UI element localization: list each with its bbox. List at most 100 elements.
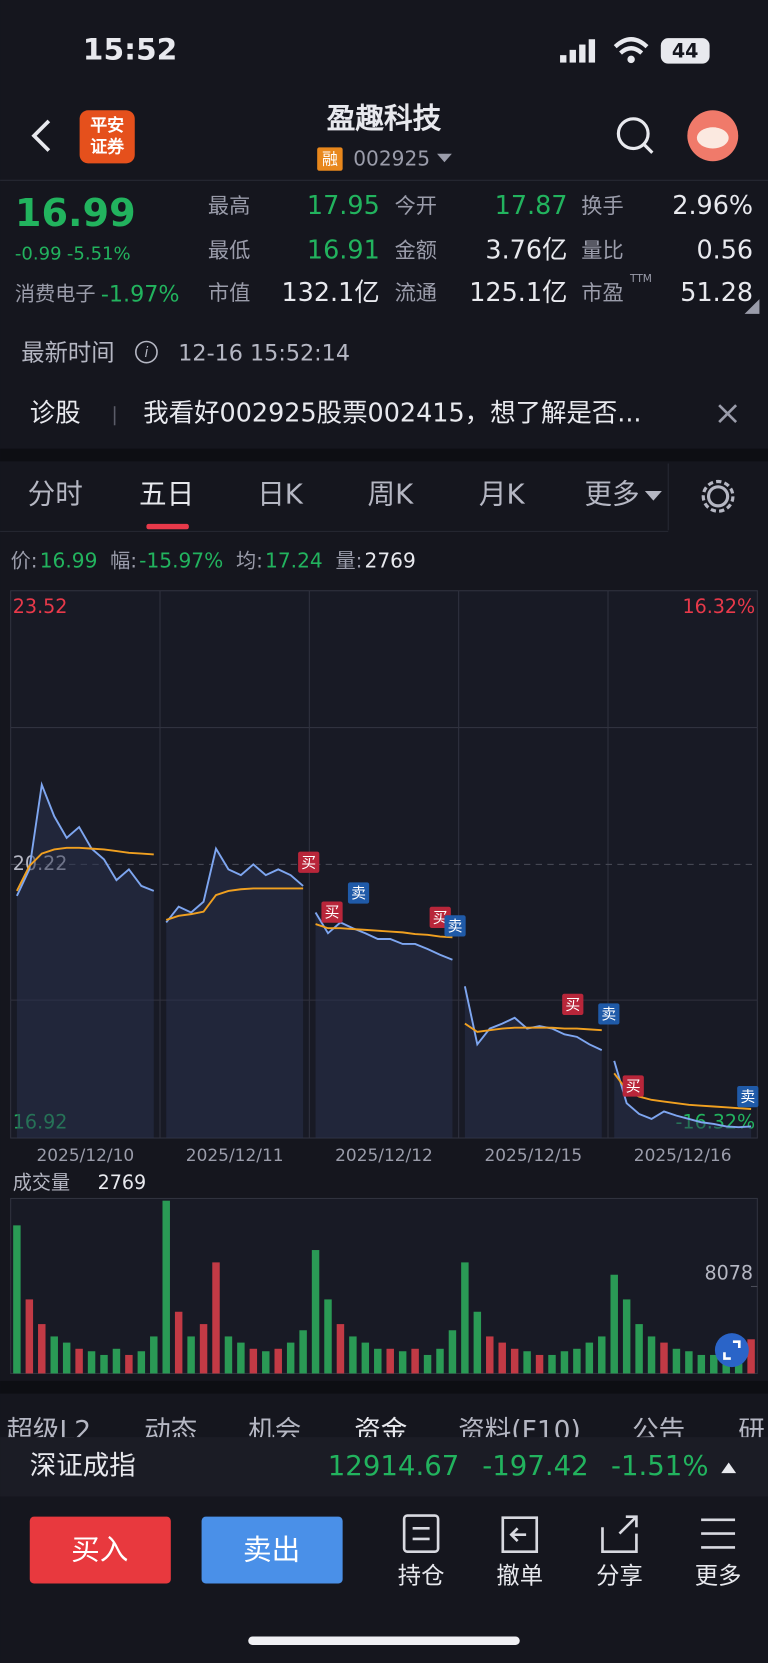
volume-bar bbox=[647, 1336, 656, 1374]
volume-bar bbox=[25, 1299, 34, 1374]
expand-arrow[interactable] bbox=[721, 1462, 737, 1474]
last-price: 16.99 bbox=[15, 192, 136, 236]
volume-bar bbox=[610, 1274, 618, 1374]
volume-bar bbox=[710, 1354, 718, 1374]
buy-label: 买入 bbox=[71, 1533, 128, 1567]
volume-bar bbox=[386, 1348, 394, 1374]
action-label[interactable]: 分享 bbox=[596, 1562, 643, 1590]
trade-marker-label: 买 bbox=[325, 904, 340, 921]
volume-bar bbox=[510, 1348, 519, 1374]
price-area bbox=[464, 986, 602, 1139]
tab[interactable]: 日K bbox=[257, 477, 304, 510]
volume-bar bbox=[224, 1336, 233, 1374]
volume-bar bbox=[174, 1311, 183, 1374]
volume-bar bbox=[112, 1348, 121, 1374]
volume-bar bbox=[672, 1348, 681, 1374]
volume-bar bbox=[50, 1336, 58, 1374]
settings-gear bbox=[701, 479, 735, 513]
info-value: 2769 bbox=[365, 549, 416, 573]
volume-tick-label: 8078 bbox=[705, 1261, 754, 1284]
settings-button[interactable] bbox=[706, 485, 730, 508]
y-tick-label: 23.52 bbox=[13, 595, 68, 618]
margin-badge bbox=[317, 147, 343, 171]
volume-bar bbox=[523, 1351, 531, 1374]
trade-marker-label: 卖 bbox=[351, 885, 366, 902]
volume-bar bbox=[125, 1354, 133, 1374]
back-button[interactable] bbox=[31, 119, 51, 152]
info-icon-glyph: i bbox=[145, 345, 149, 361]
volume-latest: 2769 bbox=[98, 1171, 147, 1194]
wifi-dot bbox=[627, 55, 635, 64]
sell-label: 卖出 bbox=[243, 1533, 300, 1567]
sell-button[interactable] bbox=[201, 1516, 343, 1584]
price-area bbox=[166, 848, 304, 1139]
tab[interactable]: 五日 bbox=[139, 477, 194, 510]
volume-bar bbox=[423, 1354, 432, 1374]
broker-logo[interactable] bbox=[79, 110, 135, 164]
buy-button[interactable] bbox=[29, 1516, 171, 1584]
info-value: 16.99 bbox=[40, 549, 98, 573]
stat-label: 金额 bbox=[395, 238, 437, 263]
volume-bar bbox=[560, 1351, 569, 1374]
average-line bbox=[165, 887, 304, 921]
info-icon[interactable] bbox=[135, 340, 158, 364]
info-line: 价: 16.99 幅: -15.97% 均: 17.24 量: 2769 bbox=[11, 549, 416, 573]
trade-marker bbox=[737, 1086, 759, 1108]
price-area bbox=[16, 784, 154, 1139]
section-gap bbox=[0, 1380, 768, 1394]
volume-bar bbox=[448, 1330, 457, 1374]
index-change-pct: -1.51% bbox=[611, 1449, 709, 1482]
signal-icon bbox=[560, 39, 596, 63]
trade-marker bbox=[321, 901, 343, 923]
stats-grid: 最高 17.95 今开 17.87 换手 2.96% 最低 16.91 金额 3.76亿 量比 0.5… bbox=[208, 191, 753, 308]
sector-change: -1.97% bbox=[101, 281, 180, 307]
tab[interactable]: 月K bbox=[479, 477, 526, 510]
tab[interactable]: 周K bbox=[368, 477, 415, 510]
stat-value: 17.87 bbox=[495, 191, 568, 221]
trade-marker bbox=[598, 1003, 620, 1025]
volume-bar bbox=[137, 1351, 146, 1374]
stat-label: 换手 bbox=[581, 194, 623, 219]
price-line bbox=[165, 846, 304, 924]
trade-marker-label: 卖 bbox=[740, 1089, 755, 1106]
x-tick-label: 2025/12/15 bbox=[484, 1145, 582, 1165]
x-tick-label: 2025/12/12 bbox=[335, 1145, 433, 1165]
info-label: 幅: bbox=[110, 549, 137, 573]
volume-panel bbox=[10, 1197, 758, 1374]
latest-time: 12-16 15:52:14 bbox=[178, 341, 350, 367]
stat-value: 16.91 bbox=[307, 235, 380, 265]
info-value: 17.24 bbox=[265, 549, 323, 573]
action-label[interactable]: 持仓 bbox=[398, 1562, 445, 1590]
tab[interactable]: 更多 bbox=[584, 477, 639, 510]
logo-text: 证券 bbox=[90, 136, 125, 156]
trade-marker bbox=[562, 993, 584, 1015]
diagnosis-text[interactable]: 我看好002925股票002415，想了解是否... bbox=[143, 399, 641, 429]
volume-bar bbox=[598, 1336, 606, 1374]
search-button[interactable] bbox=[616, 117, 650, 151]
dropdown-icon[interactable] bbox=[437, 153, 452, 163]
volume-bar bbox=[747, 1339, 755, 1374]
action-label[interactable]: 更多 bbox=[695, 1562, 742, 1590]
volume-bar bbox=[274, 1348, 282, 1374]
volume-title: 成交量 bbox=[13, 1171, 70, 1194]
latest-time-label: 最新时间 bbox=[21, 339, 114, 367]
x-tick-label: 2025/12/10 bbox=[36, 1145, 134, 1165]
price-change: -0.99 bbox=[15, 244, 62, 265]
stat-label: 最低 bbox=[208, 238, 250, 263]
volume-bar bbox=[548, 1354, 556, 1374]
average-line bbox=[464, 1022, 602, 1033]
search-handle bbox=[642, 143, 654, 154]
volume-bar bbox=[87, 1351, 96, 1374]
close-button[interactable] bbox=[718, 404, 738, 424]
fullscreen-button[interactable] bbox=[714, 1333, 749, 1368]
avatar-face bbox=[696, 127, 729, 149]
volume-bar bbox=[685, 1351, 693, 1374]
tab[interactable]: 分时 bbox=[28, 477, 83, 510]
volume-bar bbox=[324, 1299, 332, 1374]
volume-bar bbox=[398, 1351, 407, 1374]
info-label: 量: bbox=[335, 549, 362, 573]
clock: 15:52 bbox=[83, 32, 178, 67]
index-bar[interactable] bbox=[0, 1437, 768, 1497]
action-label[interactable]: 撤单 bbox=[496, 1562, 543, 1590]
